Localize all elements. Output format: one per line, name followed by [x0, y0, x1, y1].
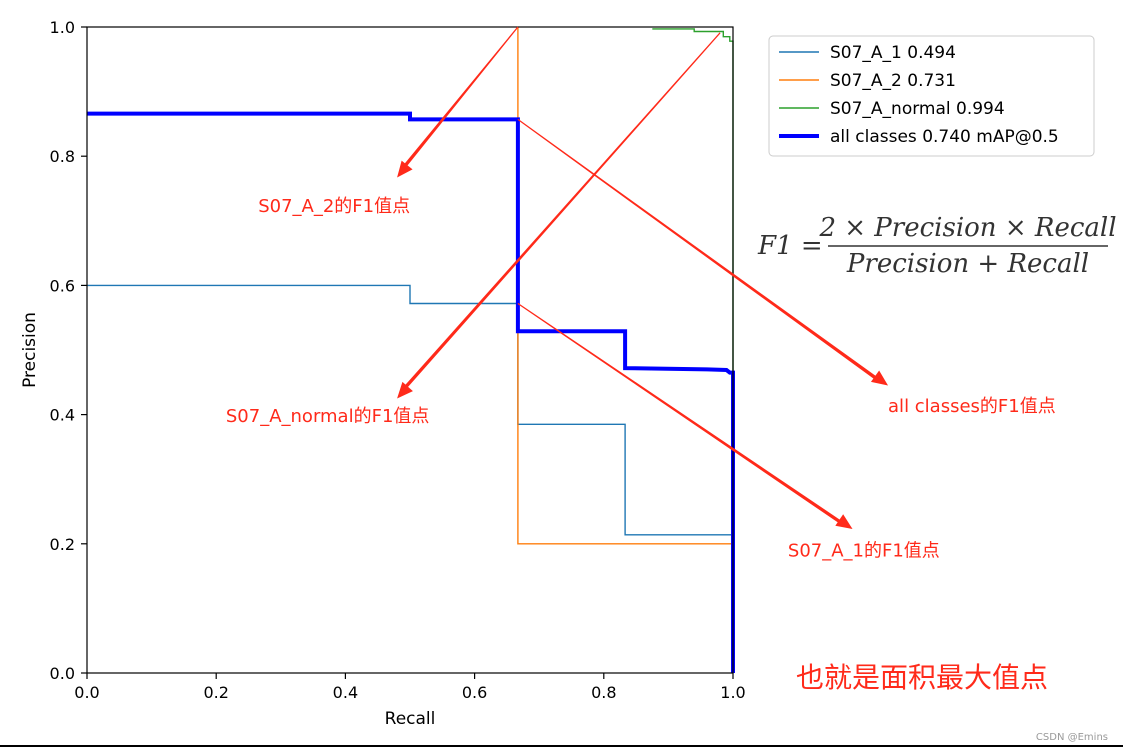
series-line-1: [87, 284, 734, 673]
legend-label-1: S07_A_1 0.494: [830, 43, 956, 63]
legend-box: [768, 35, 1095, 157]
y-tick-label: 0.0: [50, 664, 75, 683]
annotation-arrow-shaft-4: [517, 302, 841, 523]
x-tick-label: 0.4: [333, 683, 358, 702]
x-tick-label: 0.0: [74, 683, 99, 702]
y-tick-label: 0.4: [50, 406, 75, 425]
annotation-arrow-shaft-1: [404, 26, 519, 166]
annotation-label-4: S07_A_1的F1值点: [788, 540, 940, 561]
annotation-label-1: S07_A_2的F1值点: [258, 196, 410, 217]
formula-denominator: Precision + Recall: [846, 249, 1089, 279]
annotation-label-3: all classes的F1值点: [888, 396, 1056, 417]
annotation-layer: S07_A_2的F1值点 S07_A_normal的F1值点 all classes…: [226, 26, 1056, 561]
max-area-note: 也就是面积最大值点: [796, 661, 1048, 694]
x-tick-label: 0.2: [203, 683, 228, 702]
annotation-label-2: S07_A_normal的F1值点: [226, 406, 430, 427]
x-tick-label: 0.6: [462, 683, 487, 702]
annotation-arrow-shaft-3: [517, 118, 876, 379]
annotation-arrow-head-3: [870, 370, 889, 386]
plot-frame: [86, 26, 734, 674]
annotation-arrow-head-2: [397, 381, 413, 399]
formula-numerator: 2 × Precision × Recall: [818, 213, 1116, 243]
y-axis-label: Precision: [20, 312, 40, 388]
annotation-arrow-head-4: [835, 514, 853, 529]
formula-lhs: F1 =: [757, 231, 823, 261]
y-tick-label: 1.0: [50, 18, 75, 37]
series-line-3: [652, 28, 734, 673]
legend-label-4: all classes 0.740 mAP@0.5: [830, 127, 1059, 147]
series-layer: [87, 27, 735, 673]
x-tick-label: 0.8: [591, 683, 616, 702]
legend: S07_A_1 0.494 S07_A_2 0.731 S07_A_normal 0…: [768, 35, 1095, 157]
x-tick-label: 1.0: [720, 683, 745, 702]
y-tick-label: 0.6: [50, 276, 75, 295]
legend-label-3: S07_A_normal 0.994: [830, 99, 1005, 119]
x-axis-label: Recall: [385, 709, 436, 729]
ticks-layer: 0.0 0.2 0.4 0.6 0.8 1.0 0.0 0.2 0.4 0.6 0.8 1.0: [50, 18, 746, 702]
legend-label-2: S07_A_2 0.731: [830, 71, 956, 91]
watermark: CSDN @Emins: [1036, 732, 1108, 743]
f1-formula: F1 = 2 × Precision × Recall Precision + …: [757, 213, 1117, 279]
series-line-4: [87, 111, 735, 673]
y-tick-label: 0.2: [50, 535, 75, 554]
y-tick-label: 0.8: [50, 147, 75, 166]
annotation-arrow-head-1: [397, 160, 413, 178]
